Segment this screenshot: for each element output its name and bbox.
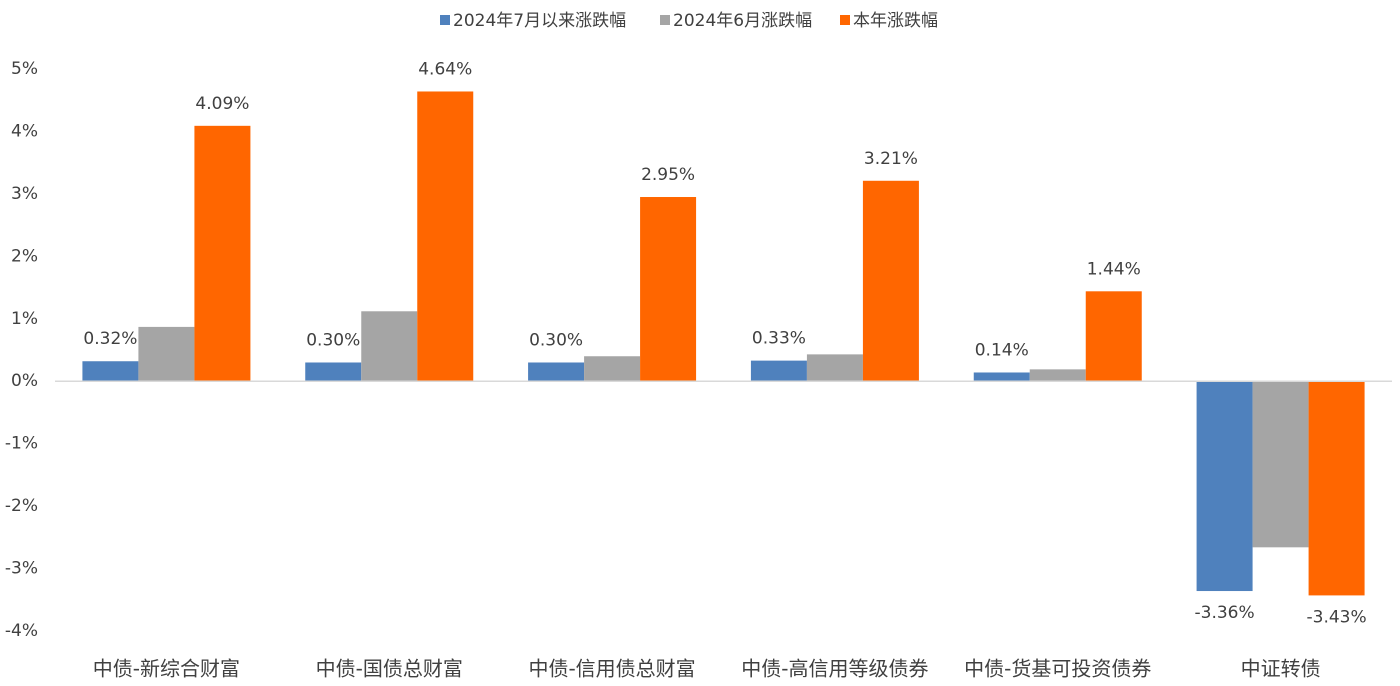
legend-label: 2024年6月涨跌幅 — [673, 11, 812, 31]
x-tick-label: 中证转债 — [1241, 657, 1321, 681]
bar — [806, 354, 863, 382]
y-tick-label: 2% — [11, 246, 38, 266]
bar — [194, 125, 251, 382]
y-tick-label: -4% — [5, 621, 38, 641]
legend-swatch — [660, 15, 670, 25]
bar — [1029, 369, 1086, 382]
y-tick-label: -1% — [5, 434, 38, 454]
y-tick-label: 0% — [11, 371, 38, 391]
bar — [973, 372, 1030, 382]
bar — [584, 356, 641, 382]
data-label: -3.36% — [1195, 603, 1255, 623]
data-label: 0.14% — [975, 340, 1029, 360]
legend-label: 2024年7月以来涨跌幅 — [453, 11, 626, 31]
y-tick-label: -2% — [5, 496, 38, 516]
legend-label: 本年涨跌幅 — [853, 11, 938, 31]
bar — [528, 362, 585, 382]
bar — [1308, 381, 1365, 596]
data-label: 0.33% — [752, 329, 806, 349]
legend-swatch — [440, 15, 450, 25]
legend-swatch — [840, 15, 850, 25]
data-label: 0.32% — [83, 329, 137, 349]
y-tick-label: 5% — [11, 59, 38, 79]
data-label: 3.21% — [864, 149, 918, 169]
x-tick-label: 中债-货基可投资债券 — [964, 657, 1151, 681]
bar — [862, 180, 919, 382]
bar — [750, 360, 807, 382]
data-label: -3.43% — [1307, 607, 1367, 627]
y-tick-label: 4% — [11, 121, 38, 141]
bar — [361, 311, 418, 382]
data-label: 4.09% — [195, 94, 249, 114]
data-label: 0.30% — [306, 330, 360, 350]
bar — [1085, 291, 1142, 382]
data-label: 0.30% — [529, 330, 583, 350]
data-label: 4.64% — [418, 59, 472, 79]
y-tick-label: -3% — [5, 559, 38, 579]
x-tick-label: 中债-新综合财富 — [93, 657, 240, 681]
x-tick-label: 中债-高信用等级债券 — [741, 657, 928, 681]
x-tick-label: 中债-国债总财富 — [316, 657, 463, 681]
bar — [640, 197, 697, 382]
x-tick-label: 中债-信用债总财富 — [528, 657, 695, 681]
bar — [305, 362, 362, 382]
data-label: 1.44% — [1087, 259, 1141, 279]
bar — [1196, 381, 1253, 592]
bar — [1252, 381, 1309, 548]
bar — [82, 361, 139, 382]
bar — [417, 91, 474, 382]
y-tick-label: 3% — [11, 184, 38, 204]
y-tick-label: 1% — [11, 309, 38, 329]
data-label: 2.95% — [641, 165, 695, 185]
bar — [138, 326, 195, 382]
